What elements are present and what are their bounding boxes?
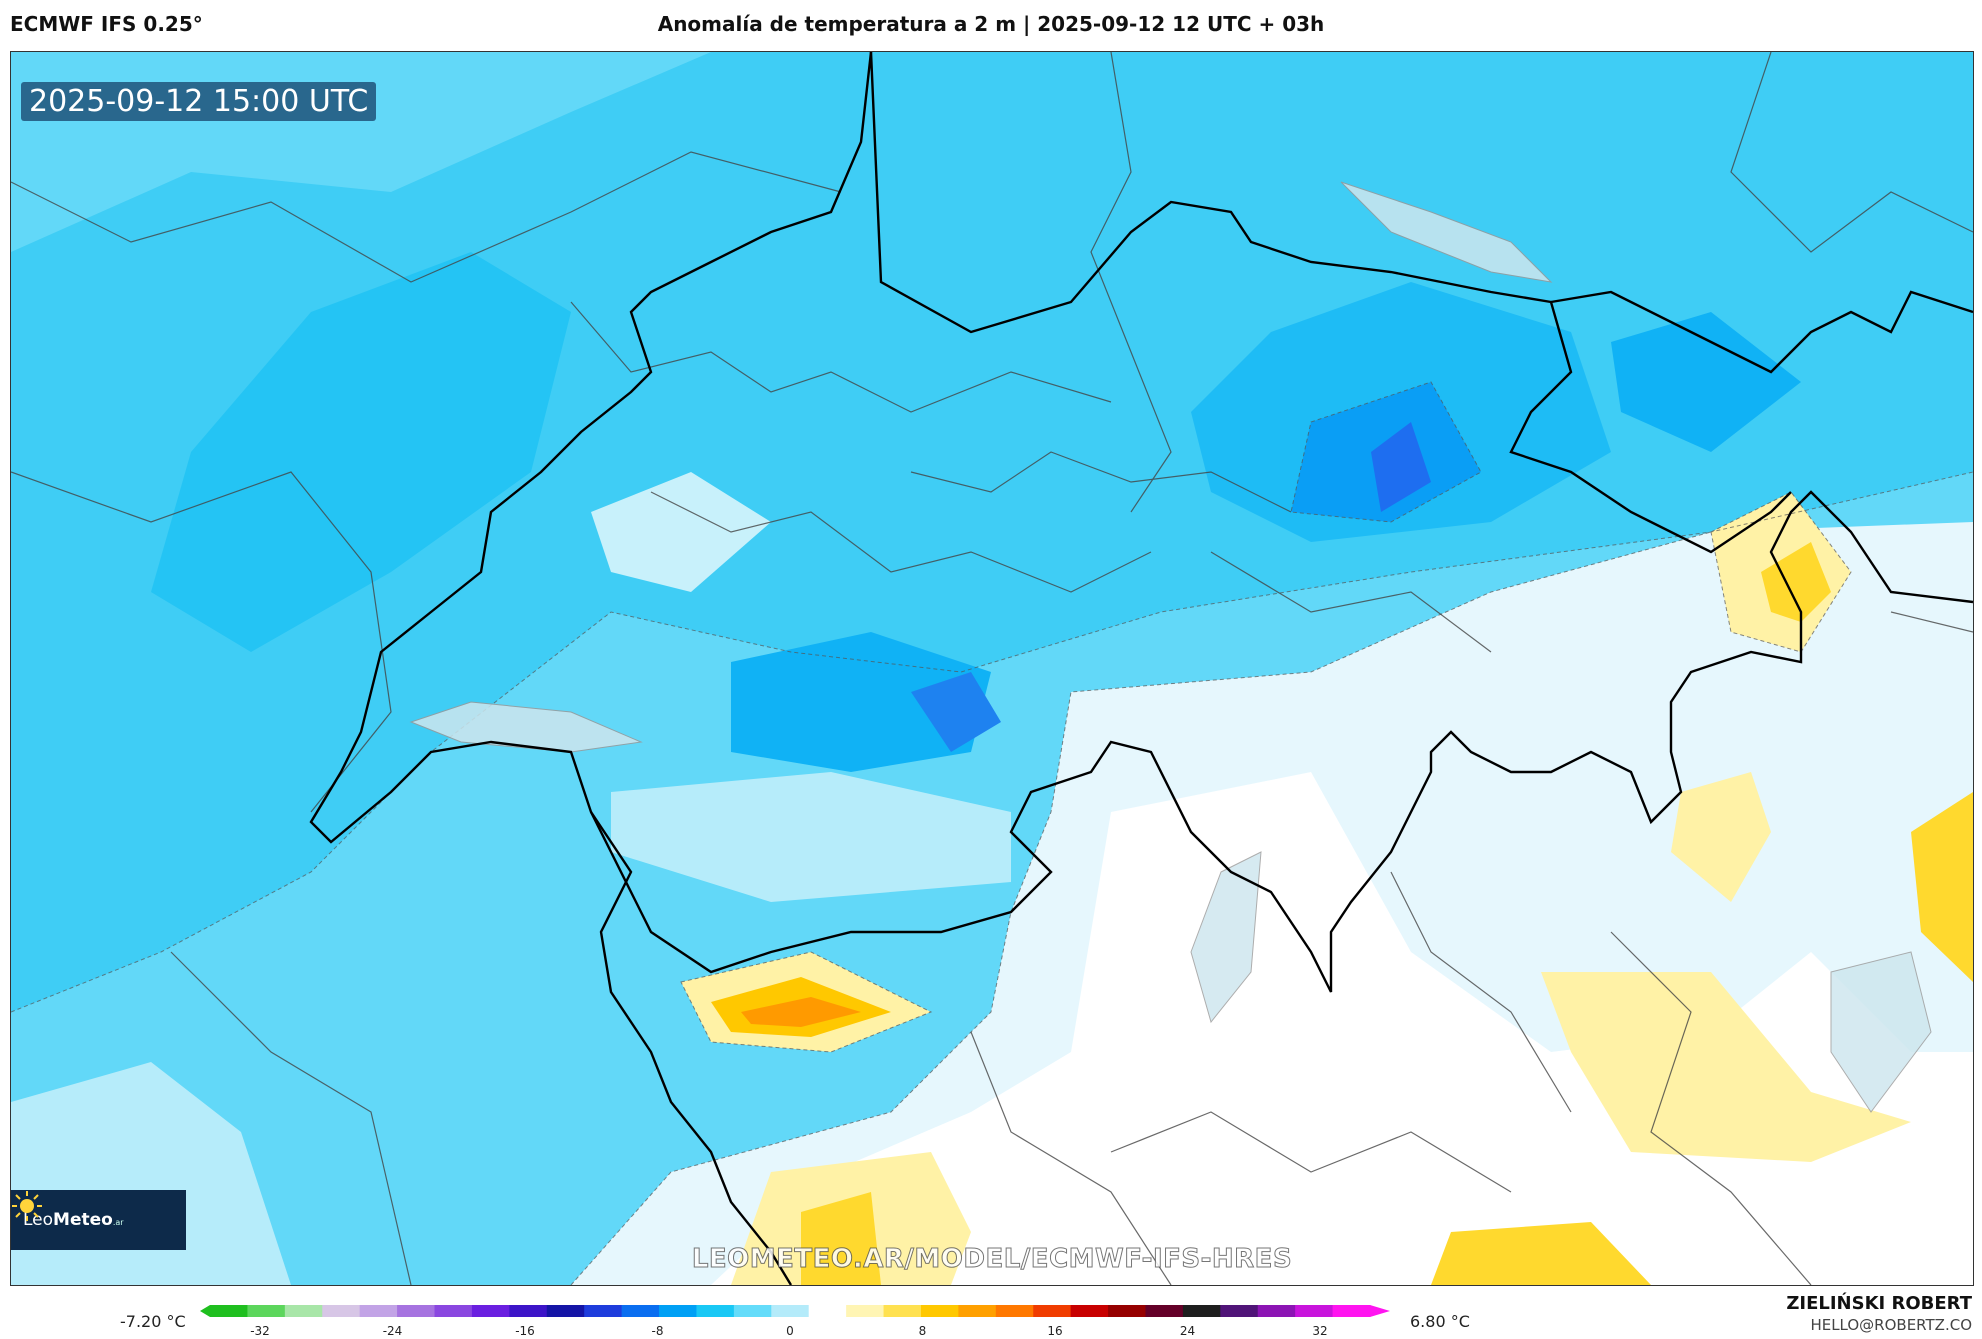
color-scale-tick-label: 0 — [786, 1324, 794, 1338]
legend-min-value: -7.20 °C — [120, 1312, 186, 1331]
color-scale-cell — [1332, 1305, 1371, 1317]
temperature-anomaly-map — [11, 52, 1973, 1285]
model-label: ECMWF IFS 0.25° — [10, 12, 203, 36]
color-scale-cell — [621, 1305, 660, 1317]
anomaly-band-cold-center — [731, 632, 991, 772]
national-borders — [309, 52, 1973, 1285]
anomaly-warm-south-east — [1431, 1222, 1651, 1285]
color-scale-tick-label: 24 — [1179, 1324, 1196, 1338]
author-name: ZIELIŃSKI ROBERT — [1786, 1293, 1972, 1314]
color-scale-cell — [659, 1305, 697, 1317]
contour-lines — [11, 381, 1973, 1285]
watermark-url: LEOMETEO.AR/MODEL/ECMWF-IFS-HRES — [691, 1244, 1293, 1275]
color-scale-cell — [883, 1305, 922, 1317]
legend-max-value: 6.80 °C — [1410, 1312, 1470, 1331]
anomaly-pale-center — [611, 772, 1011, 902]
color-scale-bar — [200, 1305, 1390, 1317]
color-scale-cell — [1182, 1305, 1221, 1317]
color-scale-cell — [546, 1305, 585, 1317]
anomaly-warm-far-east — [1911, 792, 1973, 982]
lake-constance — [1340, 181, 1553, 283]
color-scale-cell — [471, 1305, 510, 1317]
lake-maggiore — [1190, 851, 1262, 1024]
color-scale-cell — [509, 1305, 548, 1317]
anomaly-neutral-zero — [711, 772, 1973, 1285]
color-scale-cell — [397, 1305, 436, 1317]
anomaly-warm-se — [1541, 972, 1911, 1162]
color-scale-cell — [284, 1305, 323, 1317]
valid-time-badge: 2025-09-12 15:00 UTC — [21, 82, 377, 121]
color-scale-tick-label: -8 — [651, 1324, 664, 1338]
color-scale-cell — [1145, 1305, 1184, 1317]
anomaly-warm-center-core — [741, 997, 861, 1027]
anomaly-core-center — [911, 672, 1001, 752]
color-scale-tick-label: -16 — [515, 1324, 535, 1338]
color-scale-cell — [733, 1305, 772, 1317]
color-scale-max-arrow — [1370, 1305, 1390, 1317]
color-scale-cell — [247, 1305, 286, 1317]
anomaly-band-colder-west — [151, 252, 571, 652]
color-scale-cell — [1108, 1305, 1146, 1317]
anomaly-band-cold-ne — [1611, 312, 1801, 452]
color-scale-cell — [1257, 1305, 1296, 1317]
regional-borders — [11, 52, 1973, 1285]
anomaly-warm-east — [1671, 772, 1771, 902]
color-scale-tick-label: -32 — [250, 1324, 270, 1338]
color-scale-cell — [696, 1305, 735, 1317]
color-scale-cell — [1295, 1305, 1334, 1317]
anomaly-pale-lake — [591, 472, 771, 592]
color-scale-min-arrow — [200, 1305, 210, 1317]
color-scale-cell — [995, 1305, 1034, 1317]
color-scale-cell — [1220, 1305, 1259, 1317]
map-panel[interactable]: 2025-09-12 15:00 UTC LeoMeteo.ar LEOMETE… — [10, 51, 1974, 1286]
lake-garda — [1830, 951, 1932, 1113]
color-scale-cell — [846, 1305, 885, 1317]
header: ECMWF IFS 0.25° Anomalía de temperatura … — [0, 0, 1982, 50]
color-scale-cell — [322, 1305, 361, 1317]
color-scale-cell — [210, 1305, 248, 1317]
color-scale-cell — [1033, 1305, 1072, 1317]
sun-icon — [12, 1191, 42, 1221]
anomaly-warm-ne-core — [1761, 542, 1831, 622]
anomaly-warm-south-core — [801, 1192, 881, 1285]
map-title: Anomalía de temperatura a 2 m | 2025-09-… — [657, 12, 1325, 36]
lake-geneva — [409, 701, 643, 753]
color-scale-cell — [808, 1305, 847, 1317]
legend-footer: -7.20 °C -32 -24 -16 -8 0 8 16 24 32 6.80 °C ZIE… — [0, 1288, 1982, 1339]
color-scale-cell — [920, 1305, 959, 1317]
color-scale-tick-label: 16 — [1047, 1324, 1063, 1338]
color-scale-cell — [958, 1305, 997, 1317]
color-scale-cell — [434, 1305, 473, 1317]
color-scale-cell — [359, 1305, 398, 1317]
color-scale-cell — [771, 1305, 810, 1317]
anomaly-core-coldest — [1371, 422, 1431, 512]
color-scale-cell — [584, 1305, 623, 1317]
leometeo-logo[interactable]: LeoMeteo.ar — [11, 1190, 186, 1250]
color-scale-cell — [1070, 1305, 1109, 1317]
color-scale-tick-label: 8 — [918, 1324, 927, 1338]
color-scale-tick-label: -24 — [382, 1324, 403, 1338]
color-scale-tick-label: 32 — [1312, 1324, 1328, 1338]
logo-text: LeoMeteo.ar — [23, 1210, 124, 1230]
author-email[interactable]: HELLO@ROBERTZ.CO — [1810, 1316, 1972, 1334]
